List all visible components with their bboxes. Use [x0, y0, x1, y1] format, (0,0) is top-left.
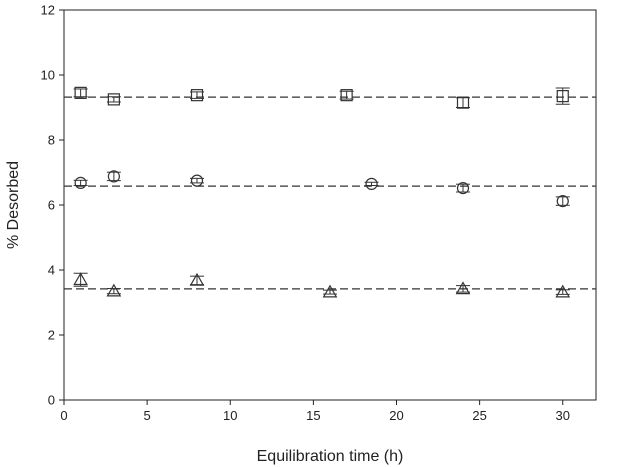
x-tick-label: 20	[389, 408, 403, 423]
triangle-marker	[189, 272, 205, 286]
data-marks	[73, 86, 571, 298]
y-axis: 0 2 4 6 8 10 12	[41, 3, 64, 408]
point-square	[190, 89, 204, 102]
x-tick-label: 25	[472, 408, 486, 423]
circle-marker	[74, 176, 87, 189]
y-tick-label: 0	[48, 393, 55, 408]
triangle-marker	[322, 284, 338, 298]
point-circle	[190, 174, 204, 187]
point-circle	[364, 177, 379, 190]
x-tick-label: 0	[60, 408, 67, 423]
triangle-marker	[455, 281, 471, 295]
y-tick-label: 2	[48, 328, 55, 343]
x-axis: 0 5 10 15 20 25 30	[60, 400, 570, 423]
square-marker	[556, 90, 569, 103]
circle-marker	[190, 174, 204, 187]
triangle-marker	[73, 272, 88, 286]
y-axis-label: % Desorbed	[5, 161, 22, 249]
point-triangle	[555, 284, 571, 298]
y-tick-label: 4	[48, 263, 55, 278]
square-marker	[190, 89, 204, 102]
square-marker	[107, 93, 120, 106]
point-circle	[456, 182, 470, 195]
plot-frame	[63, 9, 597, 401]
point-circle	[106, 170, 121, 183]
y-tick-label: 12	[41, 3, 55, 18]
y-tick-label: 6	[48, 198, 55, 213]
point-triangle	[189, 272, 205, 286]
point-square	[106, 93, 121, 106]
x-tick-label: 15	[306, 408, 320, 423]
point-square	[73, 86, 88, 99]
circle-marker	[107, 170, 120, 183]
point-square	[456, 96, 470, 109]
point-square	[339, 89, 354, 102]
y-tick-label: 8	[48, 133, 55, 148]
x-tick-label: 10	[223, 408, 237, 423]
point-circle	[73, 176, 88, 189]
triangle-marker	[106, 283, 122, 297]
point-triangle	[106, 283, 122, 297]
point-square	[555, 87, 570, 105]
x-axis-label: Equilibration time (h)	[257, 448, 404, 465]
circle-marker	[556, 195, 569, 208]
point-triangle	[455, 281, 471, 295]
point-triangle	[322, 284, 338, 298]
square-marker	[74, 86, 87, 99]
square-marker	[456, 96, 470, 109]
plot-area	[63, 9, 597, 401]
x-tick-label: 30	[556, 408, 570, 423]
square-marker	[340, 89, 353, 102]
circle-marker	[365, 177, 378, 190]
point-triangle	[73, 272, 88, 287]
triangle-marker	[555, 284, 571, 298]
reference-lines	[64, 96, 596, 290]
circle-marker	[456, 182, 470, 195]
y-tick-label: 10	[41, 68, 55, 83]
point-circle	[555, 195, 570, 208]
x-tick-label: 5	[144, 408, 151, 423]
